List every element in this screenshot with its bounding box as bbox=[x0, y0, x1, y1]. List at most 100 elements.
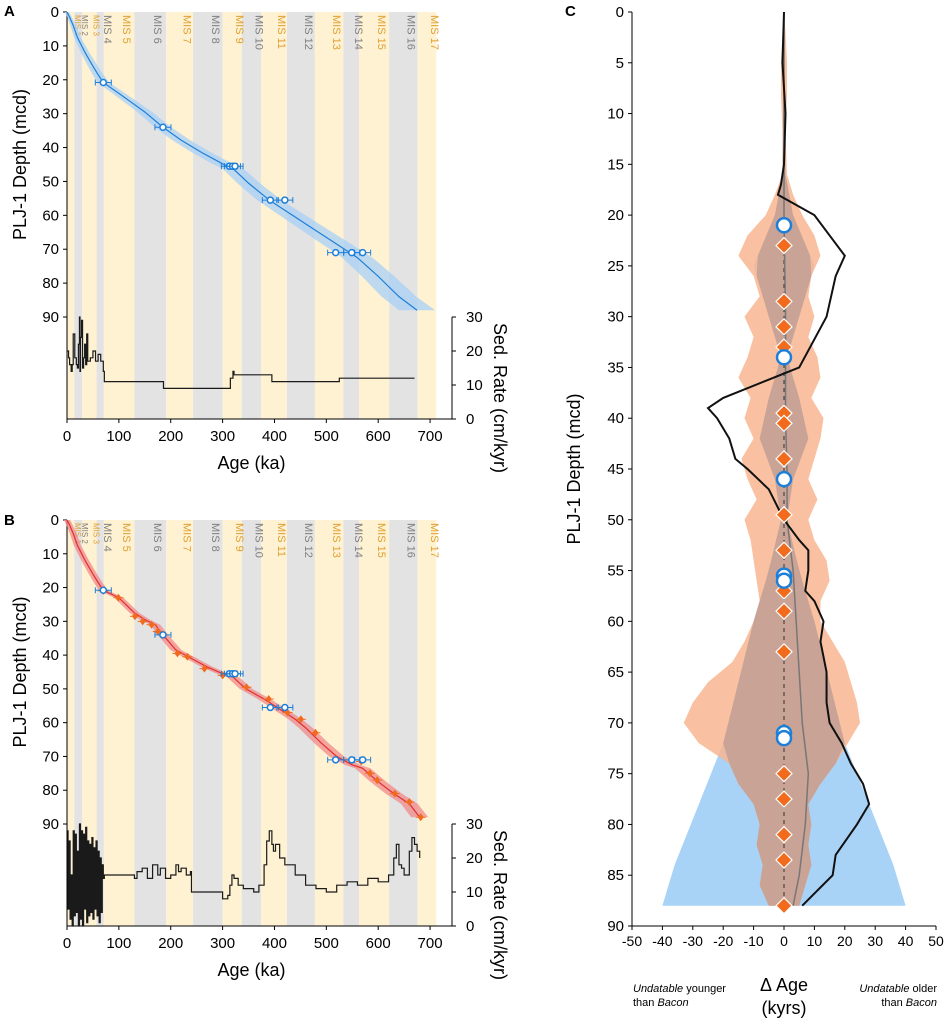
dated-point bbox=[159, 631, 167, 639]
tephra-marker bbox=[775, 825, 793, 844]
mis-label: MIS 9 bbox=[233, 15, 245, 44]
tephra-marker bbox=[312, 728, 319, 737]
dated-point bbox=[775, 572, 793, 589]
y-tick-label: 90 bbox=[42, 816, 59, 833]
tephra-marker bbox=[775, 505, 793, 524]
y-tick-label: 25 bbox=[607, 258, 624, 275]
y-tick-label: 50 bbox=[607, 512, 624, 529]
mis-band bbox=[343, 12, 360, 419]
mis-band bbox=[166, 12, 194, 419]
y-tick-label: 30 bbox=[42, 106, 59, 123]
mis-band bbox=[417, 520, 437, 926]
x-tick-label: -30 bbox=[683, 933, 703, 949]
tephra-marker bbox=[775, 449, 793, 468]
tephra-marker bbox=[775, 764, 793, 783]
tephra-marker bbox=[148, 620, 155, 629]
tephra-marker bbox=[243, 683, 250, 692]
mis-band bbox=[193, 12, 223, 419]
tephra-marker bbox=[184, 652, 191, 661]
y-tick-label: 55 bbox=[607, 563, 624, 580]
mis-band bbox=[241, 12, 261, 419]
mis-band bbox=[314, 12, 344, 419]
dated-point bbox=[281, 196, 289, 204]
mis-band bbox=[67, 520, 75, 926]
dated-point bbox=[347, 756, 356, 764]
y-tick-label: 30 bbox=[607, 309, 624, 326]
dated-point bbox=[231, 669, 239, 678]
mis-label: MIS 1 bbox=[73, 523, 82, 544]
x-tick-label: 20 bbox=[837, 933, 853, 949]
x-tick-label: 300 bbox=[210, 935, 235, 952]
x-tick-label: -10 bbox=[743, 933, 763, 949]
panel-c: 051015202530354045505560657075808590-50-… bbox=[564, 4, 944, 1018]
mis-band bbox=[417, 12, 437, 419]
dated-point bbox=[99, 78, 108, 87]
mis-label: MIS 1 bbox=[73, 15, 82, 36]
y-axis-label: PLJ-1 Depth (mcd) bbox=[10, 89, 30, 240]
tephra-marker bbox=[391, 789, 398, 798]
x-tick-label: -50 bbox=[622, 933, 642, 949]
y-tick-label: 40 bbox=[607, 410, 624, 427]
note-left-line-1: Undatable younger bbox=[633, 983, 726, 995]
x-tick-label: 500 bbox=[314, 935, 339, 952]
age-difference-line bbox=[706, 11, 871, 907]
tephra-marker bbox=[115, 593, 122, 602]
mis-band bbox=[359, 12, 390, 419]
mis-label: MIS 14 bbox=[352, 15, 364, 50]
dated-point bbox=[775, 349, 793, 366]
mis-label: MIS 13 bbox=[330, 523, 342, 558]
mis-label: MIS 6 bbox=[151, 15, 163, 44]
dated-point bbox=[231, 162, 239, 170]
mis-band bbox=[103, 520, 135, 926]
y2-tick-label: 10 bbox=[466, 377, 483, 394]
mis-band bbox=[241, 520, 261, 926]
tephra-marker bbox=[775, 851, 793, 869]
y-tick-label: 80 bbox=[607, 816, 624, 833]
y-tick-label: 0 bbox=[616, 4, 624, 21]
mis-band bbox=[82, 520, 97, 926]
tephra-marker bbox=[775, 896, 793, 915]
y-tick-label: 90 bbox=[42, 309, 59, 326]
y2-tick-label: 10 bbox=[466, 884, 483, 901]
x-axis-label: Age (ka) bbox=[217, 453, 285, 473]
x-tick-label: 40 bbox=[898, 933, 914, 949]
tephra-marker bbox=[775, 790, 793, 808]
mis-label: MIS 8 bbox=[209, 523, 221, 552]
mis-label: MIS 9 bbox=[233, 523, 245, 552]
mis-band bbox=[82, 12, 97, 419]
y-tick-label: 65 bbox=[607, 664, 624, 681]
y-tick-label: 10 bbox=[42, 38, 59, 55]
y-tick-label: 20 bbox=[42, 580, 59, 597]
dated-point bbox=[266, 703, 275, 712]
y2-tick-label: 0 bbox=[466, 411, 474, 428]
tephra-marker bbox=[265, 695, 272, 704]
y-tick-label: 50 bbox=[42, 173, 59, 190]
dated-point bbox=[159, 123, 167, 131]
y-tick-label: 0 bbox=[51, 512, 59, 529]
y2-tick-label: 30 bbox=[466, 309, 483, 326]
x-tick-label: -20 bbox=[713, 933, 733, 949]
y2-tick-label: 20 bbox=[466, 343, 483, 360]
panel-label-b: B bbox=[4, 512, 15, 529]
y-tick-label: 85 bbox=[607, 867, 624, 884]
note-left-line-2: than Bacon bbox=[633, 997, 689, 1009]
mis-label: MIS 10 bbox=[252, 15, 264, 50]
y-tick-label: 80 bbox=[42, 782, 59, 799]
y-tick-label: 40 bbox=[42, 140, 59, 157]
y-tick-label: 60 bbox=[42, 207, 59, 224]
y-tick-label: 75 bbox=[607, 766, 624, 783]
x-tick-label: 200 bbox=[158, 935, 183, 952]
y-tick-label: 50 bbox=[42, 681, 59, 698]
mis-label: MIS 17 bbox=[428, 523, 440, 558]
x-axis-label: Age (ka) bbox=[217, 960, 285, 980]
panel-label-a: A bbox=[4, 3, 15, 20]
mis-band bbox=[134, 520, 167, 926]
mis-label: MIS 13 bbox=[330, 15, 342, 50]
x-tick-label: 400 bbox=[262, 935, 287, 952]
x-tick-label: 400 bbox=[262, 428, 287, 445]
mis-label: MIS 5 bbox=[120, 15, 132, 44]
mis-band bbox=[222, 12, 242, 419]
